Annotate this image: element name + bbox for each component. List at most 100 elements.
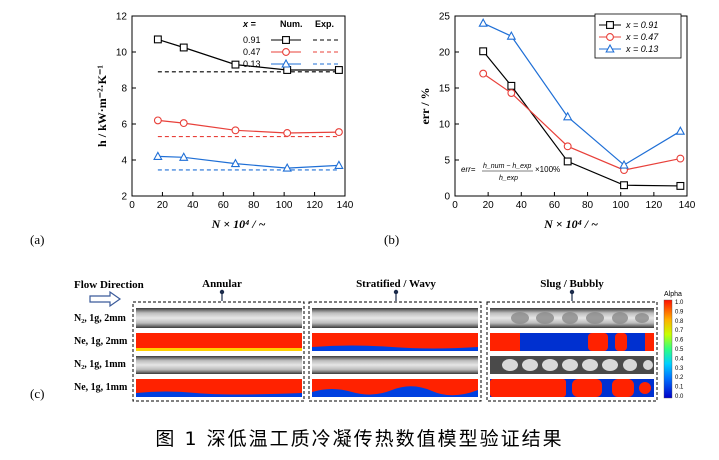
chart-b: 0 20 40 60 80 100 120 140 0 5 10 15 20 25 N × 10⁴ / ~ e… <box>418 12 696 232</box>
chart-b-data-point <box>479 47 488 56</box>
colorbar-tick-label: 0.4 <box>675 356 684 362</box>
chart-a-x-tick-label: 140 <box>337 200 354 211</box>
chart-a-data-point <box>282 162 292 172</box>
regime-marker-stratified <box>393 289 399 301</box>
chart-a-data-point <box>230 158 241 168</box>
regime-label-slug: Slug / Bubbly <box>540 278 604 290</box>
legend-b-marker <box>606 33 614 41</box>
legend-b-marker <box>605 43 615 53</box>
chart-b-y-tick-label: 5 <box>444 156 450 167</box>
chart-b-data-point <box>676 181 685 190</box>
chart-a-y-tick-label: 10 <box>116 48 128 59</box>
regime-label-stratified: Stratified / Wavy <box>356 278 436 290</box>
chart-b-data-point <box>507 89 516 97</box>
colorbar-tick-label: 0.9 <box>675 309 684 315</box>
panel-label-a: (a) <box>30 232 45 247</box>
chart-a-y-tick-label: 8 <box>121 84 127 95</box>
legend-a-header-exp: Exp. <box>315 19 334 29</box>
chart-b-data-point <box>562 111 573 121</box>
chart-a-x-tick-label: 80 <box>248 200 260 211</box>
colorbar-tick-label: 0.6 <box>675 338 684 344</box>
chart-a-data-point <box>334 160 344 169</box>
chart-b-x-axis-title: N × 10⁴ / ~ <box>543 217 598 231</box>
chart-b-y-tick-label: 10 <box>439 120 451 131</box>
chart-a-data-point <box>153 151 163 160</box>
chart-b-x-tick-label: 120 <box>646 200 663 211</box>
chart-b-x-tick-label: 20 <box>483 200 495 211</box>
legend-a-header-num: Num. <box>280 19 303 29</box>
chart-a-plot-frame <box>131 15 346 197</box>
chart-a-data-point <box>153 35 162 44</box>
chart-a-x-tick-label: 0 <box>129 200 135 211</box>
regime-marker-slug <box>569 289 575 301</box>
row-label-n2-2mm: N₂, 1g, 2mm <box>74 313 127 324</box>
experiment-image-n2-2mm <box>136 308 654 328</box>
panel-label-b: (b) <box>384 232 400 247</box>
chart-b-data-point <box>619 159 629 169</box>
row-label-n2-1mm: N₂, 1g, 1mm <box>74 359 127 370</box>
chart-a: 0 20 40 60 80 100 120 140 2 4 6 8 10 12 N × 10⁴ / ~ h /… <box>95 12 354 232</box>
chart-b-x-tick-label: 100 <box>612 200 629 211</box>
legend-b-label: x = 0.91 <box>625 20 658 30</box>
chart-a-y-tick-label: 4 <box>121 156 127 167</box>
simulation-image-ne-1mm <box>136 379 654 397</box>
legend-b-label: x = 0.47 <box>625 32 659 42</box>
chart-a-data-point <box>179 43 188 52</box>
chart-b-x-tick-label: 80 <box>582 200 594 211</box>
chart-a-data-point <box>179 152 189 161</box>
chart-b-data-point <box>478 18 488 27</box>
err-formula-numerator: h_num − h_exp <box>483 163 532 170</box>
flow-direction-label: Flow Direction <box>74 279 144 291</box>
chart-a-data-point <box>231 60 240 69</box>
row-label-ne-1mm: Ne, 1g, 1mm <box>74 382 128 393</box>
chart-a-x-tick-label: 100 <box>276 200 293 211</box>
regime-marker-annular <box>219 289 225 301</box>
colorbar-tick-label: 0.1 <box>675 385 684 391</box>
legend-a-marker <box>281 58 291 68</box>
regime-box-stratified <box>308 301 482 402</box>
chart-a-y-tick-label: 12 <box>116 12 128 23</box>
chart-b-data-point <box>620 181 628 190</box>
colorbar-tick-label: 0.7 <box>675 328 684 334</box>
legend-a-marker <box>282 48 290 56</box>
colorbar-tick-label: 0.3 <box>675 366 684 372</box>
chart-a-y-tick-label: 2 <box>121 192 127 203</box>
legend-a-header-x: x = <box>242 19 257 29</box>
legend-a-label: 0.91 <box>243 35 261 45</box>
legend-a-marker <box>282 36 290 44</box>
legend-b-marker <box>606 21 614 29</box>
colorbar-tick-label: 0.2 <box>675 375 684 381</box>
chart-b-y-axis-title: err / % <box>418 87 432 124</box>
chart-b-data-point <box>507 81 516 90</box>
flow-pattern-panel: Flow Direction Annular Stratified / Wavy… <box>74 278 684 402</box>
chart-a-y-axis-title: h / kW·m⁻²·K⁻¹ <box>95 65 109 147</box>
regime-box-annular <box>132 301 305 402</box>
chart-a-data-point <box>334 66 343 74</box>
chart-b-y-tick-label: 0 <box>444 192 450 203</box>
legend-b-label: x = 0.13 <box>625 44 658 54</box>
regime-box-slug <box>486 301 658 402</box>
chart-a-x-tick-label: 60 <box>218 200 230 211</box>
chart-b-x-tick-label: 0 <box>452 200 458 211</box>
chart-b-data-point <box>506 31 517 40</box>
chart-a-data-point <box>283 129 292 137</box>
chart-a-y-tick-label: 6 <box>121 120 127 131</box>
chart-b-y-tick-label: 20 <box>439 48 451 59</box>
chart-a-data-point <box>153 116 162 125</box>
colorbar-tick-label: 0.8 <box>675 319 684 325</box>
flow-direction-arrow-icon <box>89 290 122 308</box>
chart-a-x-tick-label: 40 <box>187 200 199 211</box>
regime-label-annular: Annular <box>202 278 242 290</box>
chart-b-plot-frame <box>454 15 688 197</box>
chart-a-x-tick-label: 20 <box>157 200 169 211</box>
chart-b-x-tick-label: 40 <box>516 200 528 211</box>
chart-a-x-axis-title: N × 10⁴ / ~ <box>211 217 266 231</box>
chart-a-data-point <box>231 126 240 135</box>
chart-b-x-tick-label: 140 <box>679 200 696 211</box>
chart-b-data-point <box>479 69 488 78</box>
chart-b-x-tick-label: 60 <box>549 200 561 211</box>
chart-a-data-point <box>334 128 343 137</box>
err-formula-denominator: h_exp <box>499 175 518 182</box>
chart-a-data-point <box>179 119 188 128</box>
